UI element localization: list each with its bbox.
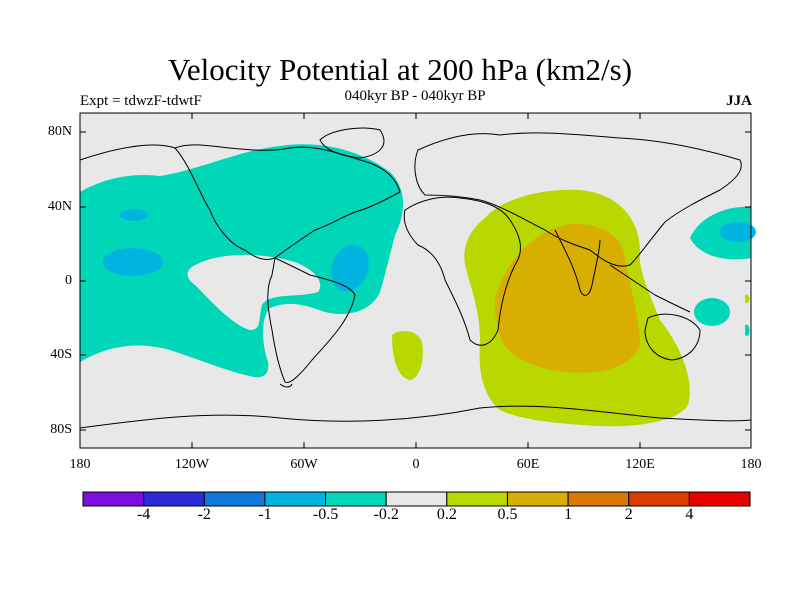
- lon-label-120e: 120E: [625, 457, 655, 472]
- colorbar-box-3: [264, 491, 327, 507]
- colorbar-box-4: [325, 491, 387, 507]
- colorbar-box-0: [82, 491, 145, 507]
- colorbar-label: 4: [685, 506, 694, 523]
- lat-label-0: 0: [65, 273, 72, 288]
- colorbar-label: 0.2: [436, 506, 457, 523]
- colorbar-label: -0.5: [312, 506, 339, 523]
- colorbar-label: -4: [136, 506, 151, 523]
- lat-label-80s: 80S: [50, 422, 72, 437]
- colorbar-label: 2: [624, 506, 633, 523]
- lon-ticks: [79, 113, 752, 448]
- colorbar-box-1: [143, 491, 205, 507]
- antarctica-coast: [79, 405, 752, 429]
- colorbar-box-8: [567, 491, 630, 507]
- map-subtitle: 040kyr BP - 040kyr BP: [344, 88, 486, 104]
- colorbar-box-7: [506, 491, 569, 507]
- negative-anomaly-region: [80, 144, 756, 378]
- experiment-label: Expt = tdwzF-tdwtF: [80, 93, 202, 109]
- colorbar-box-2: [203, 491, 266, 507]
- lon-label-0: 0: [412, 457, 420, 472]
- colorbar-label: 0.5: [497, 506, 518, 523]
- lon-label-60w: 60W: [290, 457, 318, 472]
- map-title: Velocity Potential at 200 hPa (km2/s): [167, 52, 633, 87]
- colorbar-box-9: [628, 491, 690, 507]
- lat-label-80n: 80N: [47, 124, 72, 139]
- lat-label-40n: 40N: [47, 199, 72, 214]
- lon-label-180w: 180: [69, 457, 91, 472]
- colorbar-box-6: [446, 491, 508, 507]
- lon-label-60e: 60E: [516, 457, 540, 472]
- colorbar-label: -1: [258, 506, 272, 523]
- coastlines: [79, 127, 742, 388]
- colorbar: [82, 491, 751, 507]
- lon-label-120w: 120W: [174, 457, 210, 472]
- season-label: JJA: [726, 93, 752, 109]
- colorbar-box-5: [385, 491, 448, 507]
- lon-label-180e: 180: [740, 457, 762, 472]
- colorbar-box-10: [688, 491, 751, 507]
- lat-ticks: [80, 131, 751, 431]
- colorbar-label: -2: [197, 506, 211, 523]
- colorbar-label: 1: [564, 506, 573, 523]
- lat-label-40s: 40S: [50, 347, 72, 362]
- colorbar-label: -0.2: [373, 506, 399, 523]
